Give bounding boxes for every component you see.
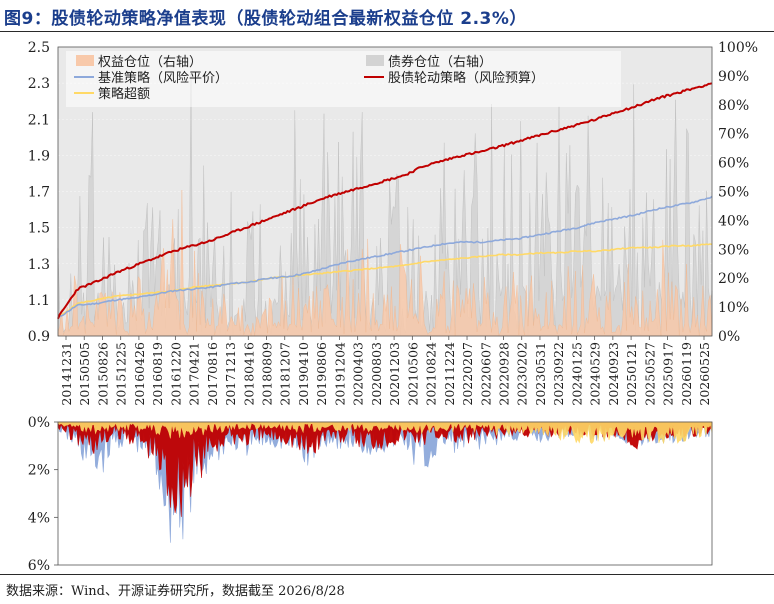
legend-label: 股债轮动策略（风险预算） [388, 70, 544, 86]
x-tick-label: 20180416 [241, 342, 256, 406]
right-tick-label: 100% [718, 40, 758, 56]
left-tick-label: 1.5 [28, 221, 50, 237]
x-tick-label: 20190806 [314, 342, 329, 406]
legend-label: 基准策略（风险平价） [98, 70, 228, 86]
x-tick-label: 20240125 [569, 342, 584, 406]
drawdown-chart: 0% 2% 4% 6% [28, 415, 713, 570]
drawdown-tick-label: 0% [28, 415, 50, 431]
x-tick-label: 20240529 [588, 342, 603, 406]
legend-label: 债券仓位（右轴） [388, 54, 492, 70]
right-tick-label: 80% [718, 98, 749, 114]
legend-swatch [366, 55, 384, 66]
x-tick-label: 20160819 [150, 342, 165, 406]
x-tick-label: 20200403 [351, 342, 366, 406]
legend-swatch [76, 55, 94, 66]
plot-frame [57, 46, 713, 337]
x-tick-label: 20151225 [114, 342, 129, 406]
drawdown-frame [57, 421, 713, 566]
axes: 0.9 1.1 1.3 1.5 1.7 1.9 2.1 2.3 2.5 0% 10% 20% 30% 40… [28, 40, 758, 406]
x-tick-label: 20141231 [59, 342, 74, 406]
x-tick-label: 20211224 [442, 342, 457, 406]
legend: 权益仓位（右轴） 债券仓位（右轴） 基准策略（风险平价） 股债轮动策略（风险预算） 策略… [66, 51, 621, 107]
legend-label: 策略超额 [98, 86, 150, 102]
nav-chart: 0.9 1.1 1.3 1.5 1.7 1.9 2.1 2.3 2.5 0% 10% 20% 30% 40… [28, 40, 758, 406]
x-tick-label: 20180809 [260, 342, 275, 406]
drawdown-areas [57, 421, 713, 543]
right-tick-label: 0% [718, 329, 740, 345]
x-tick-label: 20230922 [551, 342, 566, 406]
x-tick-label: 20240923 [606, 342, 621, 406]
drawdown-tick-label: 2% [28, 463, 50, 479]
left-tick-label: 2.1 [28, 112, 50, 128]
right-tick-label: 60% [718, 156, 749, 172]
x-tick-label: 20171213 [223, 342, 238, 406]
x-tick-label: 20190410 [296, 342, 311, 406]
left-tick-label: 1.9 [28, 148, 50, 164]
rotation-line [57, 82, 713, 320]
x-tick-label: 20210506 [405, 342, 420, 406]
x-tick-label: 20181207 [278, 342, 293, 406]
left-tick-label: 1.3 [28, 257, 50, 273]
source-note: 数据来源：Wind、开源证券研究所，数据截至 2026/8/28 [6, 584, 345, 599]
x-tick-label: 20220207 [460, 342, 475, 406]
equity-position-series [57, 189, 713, 337]
right-tick-label: 20% [718, 271, 749, 287]
equity-position-area [57, 189, 713, 337]
x-tick-label: 20201203 [387, 342, 402, 406]
right-tick-label: 10% [718, 300, 749, 316]
x-tick-label: 20220607 [478, 342, 493, 406]
left-tick-label: 2.5 [28, 40, 50, 56]
left-tick-label: 2.3 [28, 76, 50, 92]
right-tick-label: 90% [718, 69, 749, 85]
drawdown-tick-label: 4% [28, 510, 50, 526]
drawdown-tick-label: 6% [28, 558, 50, 570]
x-tick-label: 20191204 [332, 342, 347, 406]
drawdown-axes: 0% 2% 4% 6% [28, 415, 713, 570]
right-tick-label: 40% [718, 213, 749, 229]
x-tick-label: 20160426 [132, 342, 147, 406]
x-tick-label: 20170421 [187, 342, 202, 406]
legend-box [66, 51, 621, 107]
figure-title: 图9：股债轮动策略净值表现（股债轮动组合最新权益仓位 2.3%） [4, 9, 527, 29]
drawdown-series [57, 421, 713, 445]
source-rule [0, 574, 774, 575]
right-tick-label: 50% [718, 185, 749, 201]
x-tick-label: 20250121 [624, 342, 639, 406]
title-rule [0, 31, 774, 32]
x-tick-label: 20250917 [661, 342, 676, 406]
x-tick-label: 20150826 [95, 342, 110, 406]
right-tick-label: 30% [718, 242, 749, 258]
x-tick-label: 20230202 [515, 342, 530, 406]
nav-lines [57, 82, 713, 320]
x-tick-label: 20250527 [642, 342, 657, 406]
x-tick-label: 20220928 [496, 342, 511, 406]
benchmark-line [57, 195, 713, 319]
x-tick-label: 20210824 [424, 342, 439, 406]
x-tick-label: 20260119 [679, 342, 694, 406]
x-tick-label: 20150505 [77, 342, 92, 406]
left-tick-label: 1.1 [28, 293, 50, 309]
x-tick-label: 20161220 [168, 342, 183, 406]
x-tick-label: 20260525 [697, 342, 712, 406]
right-tick-label: 70% [718, 127, 749, 143]
x-tick-label: 20230531 [533, 342, 548, 406]
left-tick-label: 0.9 [28, 329, 50, 345]
left-tick-label: 1.7 [28, 185, 50, 201]
x-tick-label: 20170816 [205, 342, 220, 406]
x-tick-label: 20200803 [369, 342, 384, 406]
legend-label: 权益仓位（右轴） [98, 54, 202, 70]
